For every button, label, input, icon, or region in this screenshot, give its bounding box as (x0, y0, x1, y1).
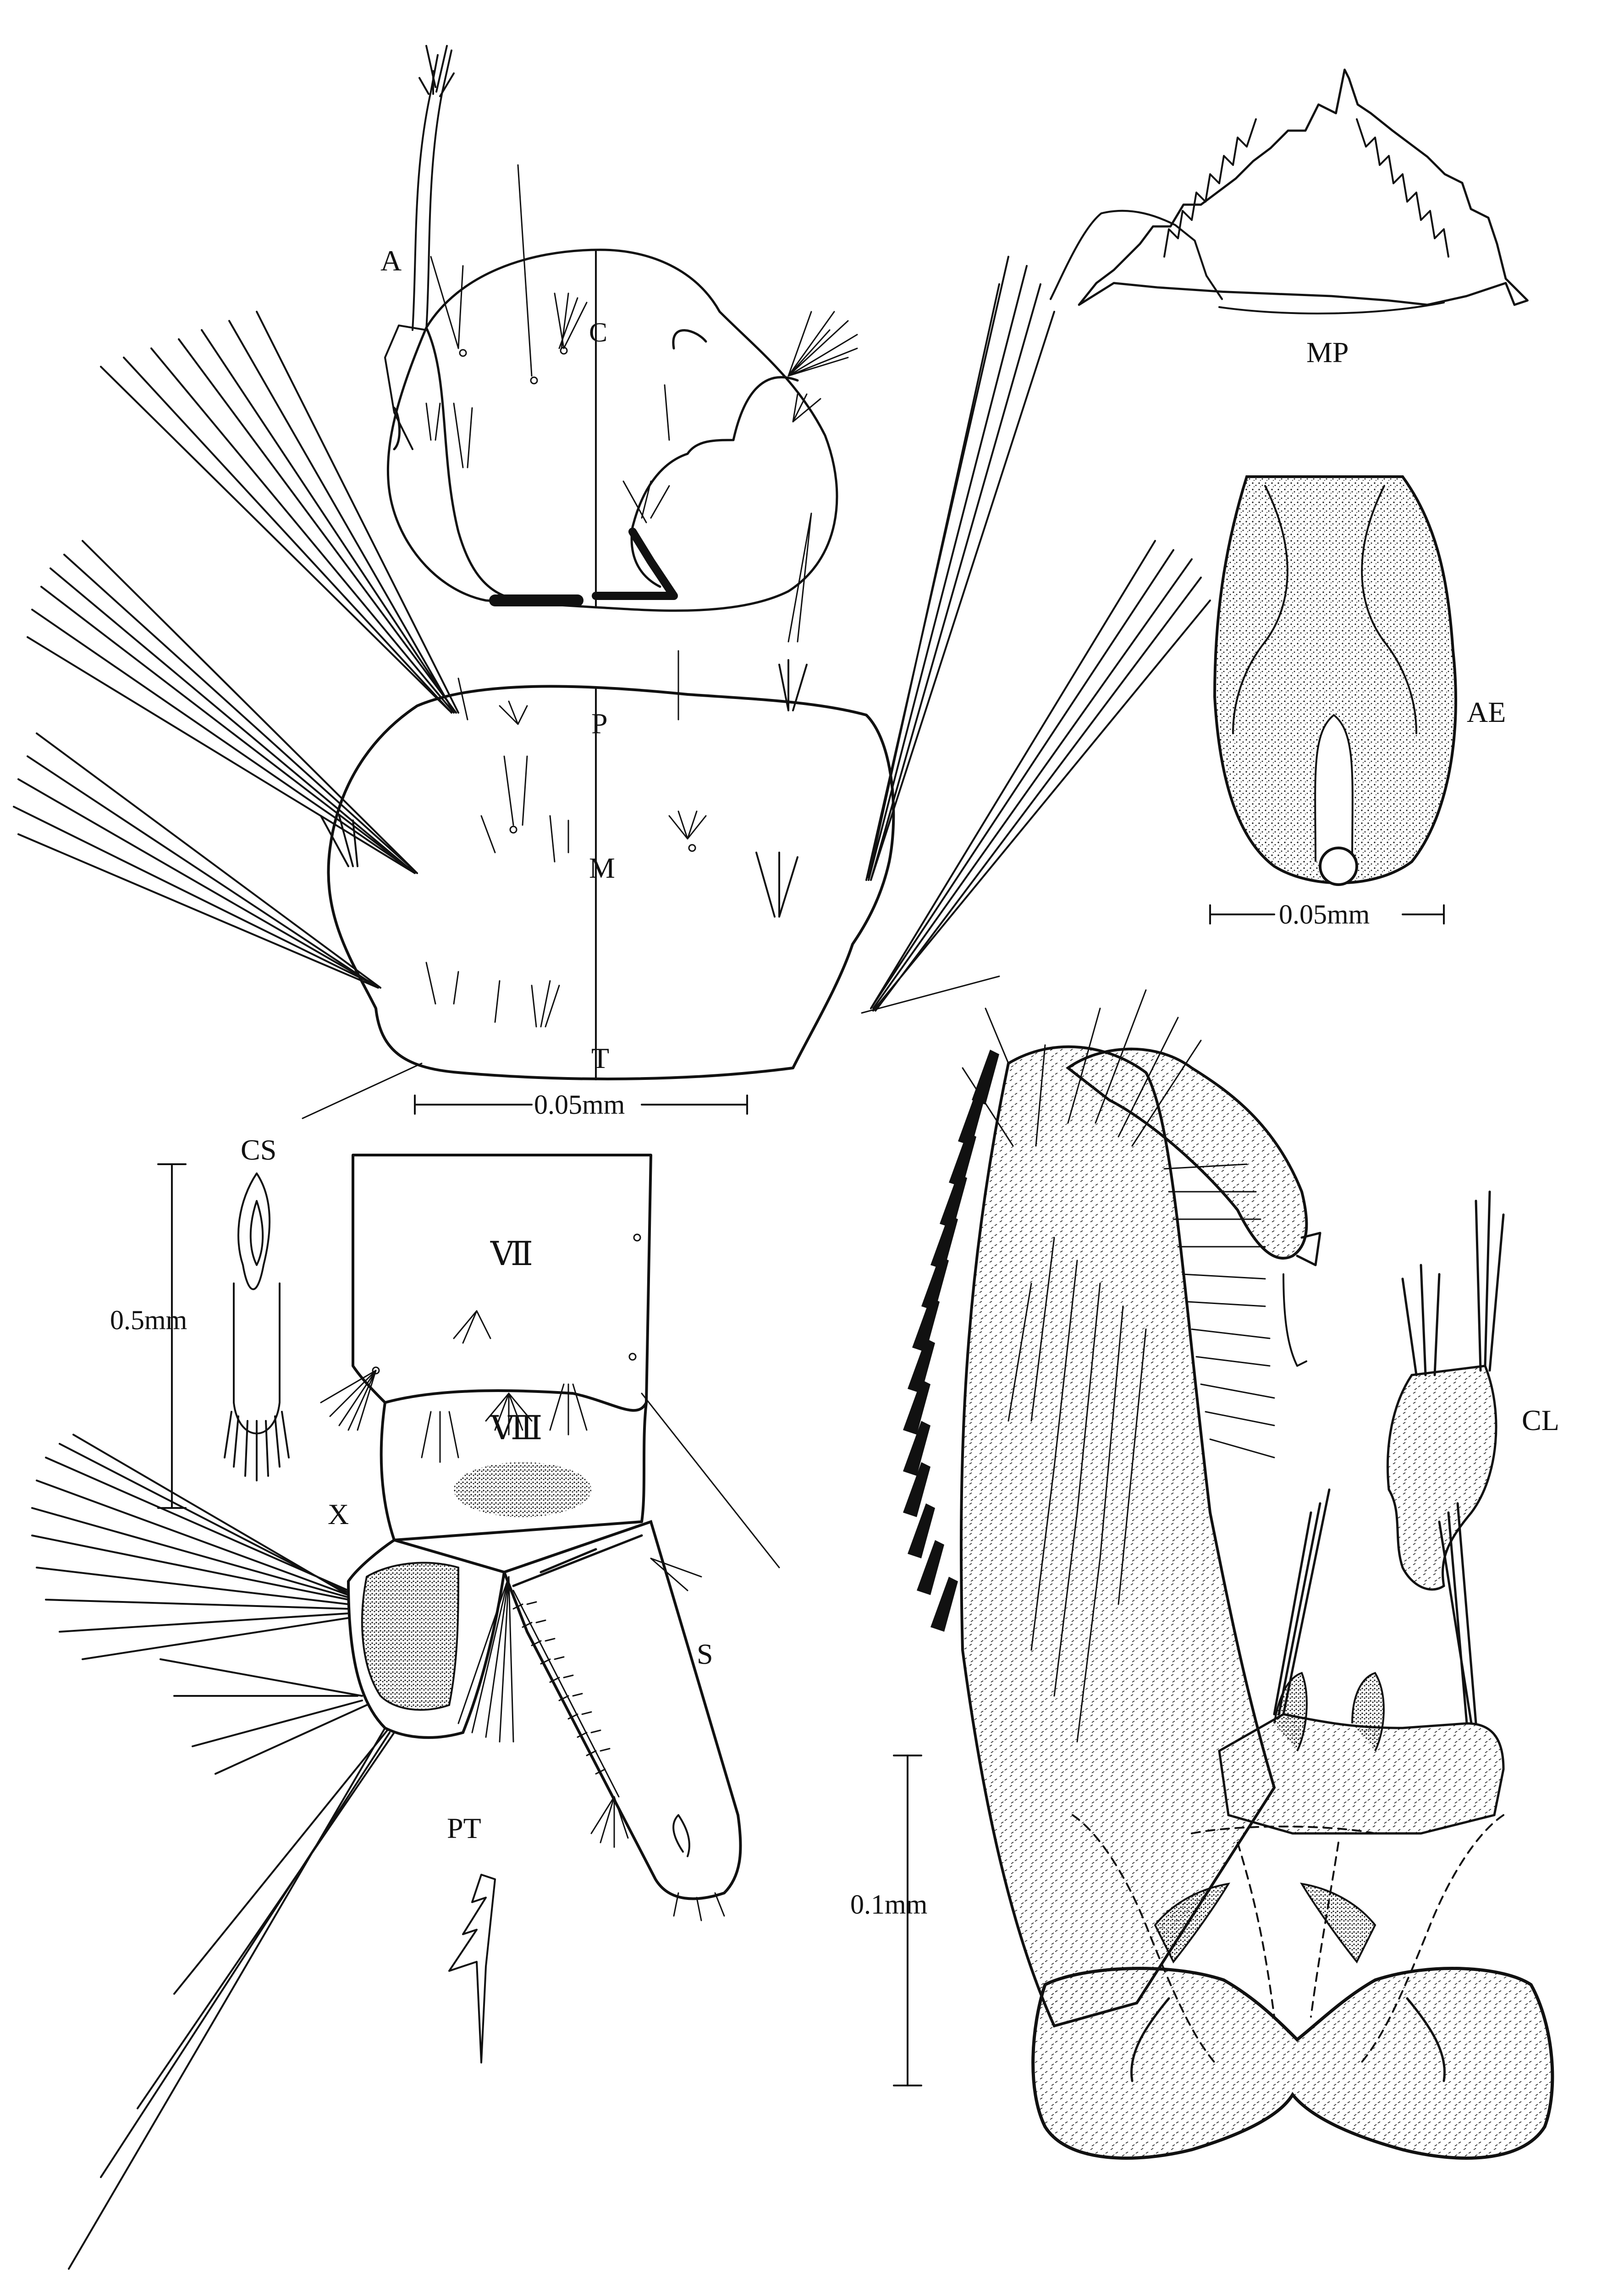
label-head: C (589, 317, 607, 347)
thorax-setae (302, 650, 1000, 1119)
anal-segment (347, 1538, 506, 1739)
segment-vii (352, 1154, 652, 1412)
siphon-setae (457, 1557, 725, 1921)
label-aedeagus: AE (1467, 696, 1506, 728)
sternum-ix-claspers (1031, 1882, 1554, 2160)
pecten-tooth (448, 1874, 496, 2063)
thorax-scale-label: 0.05mm (534, 1089, 625, 1120)
claspette (1386, 1365, 1497, 1591)
abdomen-setae (320, 1233, 780, 1568)
claspette-setae (1401, 1190, 1505, 1376)
antenna (412, 45, 455, 331)
larval-head (384, 248, 838, 612)
gonocoxite-comb-spines (903, 1050, 999, 1632)
label-prothorax: P (591, 707, 608, 740)
aedeagus (1213, 475, 1457, 886)
label-metathorax: T (591, 1042, 609, 1074)
genitalia-long-setae (1273, 1488, 1477, 1725)
label-claspette: CL (1522, 1404, 1559, 1436)
comb-scale-bar (157, 1163, 187, 1509)
thorax (327, 685, 895, 1080)
label-pecten-tooth: PT (447, 1812, 481, 1844)
thorax-scale-bar (414, 1095, 748, 1115)
label-mesothorax: M (589, 852, 615, 884)
label-mental-plate: MP (1306, 336, 1349, 369)
pecten-teeth-row (512, 1590, 620, 1798)
label-siphon: S (697, 1638, 713, 1670)
aedeagus-scale-bar (1209, 904, 1445, 924)
comb-scale (224, 1172, 290, 1481)
siphon (502, 1520, 742, 1900)
genitalia-scale-label: 0.1mm (850, 1889, 927, 1920)
anal-fan-hairs (31, 1434, 395, 2270)
thorax-right-hair-tufts (755, 256, 1211, 1012)
mental-plate (1049, 68, 1529, 314)
mental-plate-teeth (1163, 118, 1449, 258)
tergum-ix (1218, 1672, 1505, 1835)
label-antenna: A (380, 244, 402, 277)
genitalia-scale-bar (893, 1755, 922, 2086)
label-anal-segment: X (328, 1498, 349, 1530)
thorax-left-hair-tufts (13, 311, 459, 989)
label-segment-vii: Ⅶ (490, 1236, 533, 1272)
head-setae (425, 164, 858, 643)
label-comb-scale: CS (241, 1133, 276, 1166)
comb-scale-label: 0.5mm (110, 1305, 187, 1335)
genitalia-internal-dashed (1072, 1814, 1504, 2063)
label-segment-viii: Ⅷ (490, 1410, 542, 1447)
aedeagus-scale-label: 0.05mm (1279, 899, 1370, 930)
gonostylus (1065, 1047, 1321, 1367)
comb-scales-patch (454, 1462, 591, 1517)
